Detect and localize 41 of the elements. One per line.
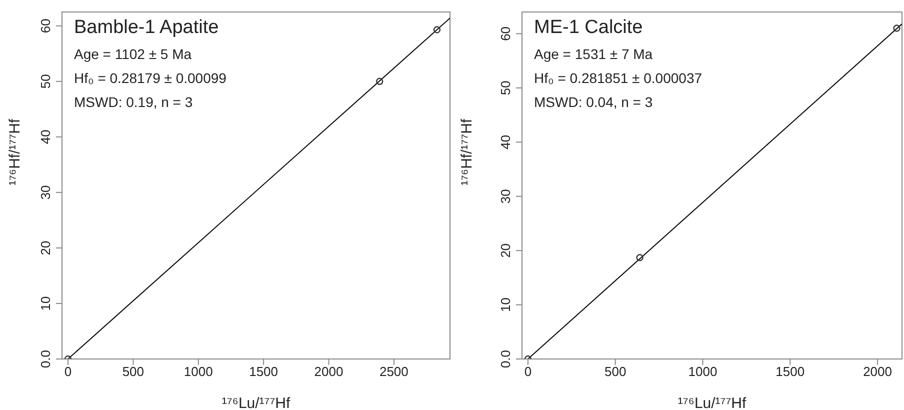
y-tick-label: 50 <box>38 74 53 89</box>
chart-title: ME-1 Calcite <box>534 16 644 40</box>
x-tick-label: 500 <box>604 364 626 380</box>
x-tick-label: 2500 <box>379 364 408 380</box>
y-tick-label: 30 <box>38 185 53 200</box>
point <box>636 254 644 262</box>
y-tick-label: 20 <box>498 243 513 258</box>
y-tick-label: 30 <box>498 189 513 204</box>
x-tick-label: 0 <box>64 364 72 380</box>
point <box>433 26 441 34</box>
x-axis-title: ¹⁷⁶Lu/¹⁷⁷Hf <box>678 395 747 410</box>
annotation: Hf₀ = 0.28179 ± 0.00099 <box>74 69 226 88</box>
x-tick-label: 1000 <box>184 364 213 380</box>
x-tick-label: 500 <box>122 364 144 380</box>
y-tick-label: 50 <box>498 80 513 96</box>
y-tick-label: 10 <box>498 298 513 312</box>
x-tick-label: 1000 <box>688 364 718 380</box>
y-tick-label: 60 <box>38 18 53 34</box>
y-axis-title: ¹⁷⁶Hf/¹⁷⁷Hf <box>6 118 24 186</box>
y-tick-label: 40 <box>38 130 53 144</box>
annotation: Hf₀ = 0.281851 ± 0.000037 <box>534 69 702 88</box>
point <box>893 24 900 32</box>
y-tick-label: 10 <box>38 296 53 311</box>
point <box>376 78 384 85</box>
x-tick-label: 2000 <box>863 364 892 380</box>
annotation: Age = 1531 ± 7 Ma <box>534 45 654 64</box>
y-tick-label: 0.0 <box>38 350 53 368</box>
x-axis-title: ¹⁷⁶Lu/¹⁷⁷Hf <box>222 395 291 410</box>
annotation: MSWD: 0.19, n = 3 <box>74 93 194 112</box>
y-tick-label: 40 <box>498 134 513 150</box>
x-tick-label: 1500 <box>249 364 278 380</box>
chart-title: Bamble-1 Apatite <box>74 16 220 40</box>
y-tick-label: 60 <box>498 26 513 41</box>
y-tick-label: 0.0 <box>498 350 513 368</box>
y-tick-label: 20 <box>38 240 53 256</box>
x-tick-label: 2000 <box>314 364 344 380</box>
x-tick-label: 1500 <box>776 364 805 380</box>
annotation: Age = 1102 ± 5 Ma <box>74 45 193 64</box>
x-tick-label: 0 <box>524 364 532 380</box>
annotation: MSWD: 0.04, n = 3 <box>534 93 654 112</box>
y-axis-title: ¹⁷⁶Hf/¹⁷⁷Hf <box>458 118 476 186</box>
